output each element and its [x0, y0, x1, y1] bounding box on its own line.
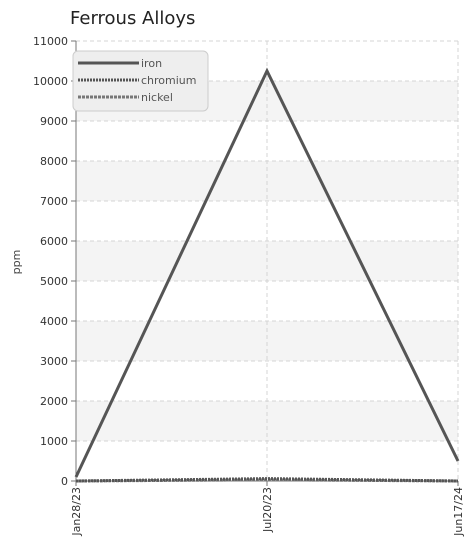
legend-label-iron: iron: [141, 57, 162, 70]
y-tick-label: 11000: [33, 35, 68, 48]
y-tick-label: 10000: [33, 75, 68, 88]
x-tick-labels: Jan28/23 Jul20/23 Jun17/24: [70, 487, 465, 537]
legend-label-chromium: chromium: [141, 74, 197, 87]
y-tick-label: 1000: [40, 435, 68, 448]
y-tick-label: 4000: [40, 315, 68, 328]
y-axis-label: ppm: [10, 250, 23, 275]
y-tick-label: 9000: [40, 115, 68, 128]
x-tick-label: Jan28/23: [70, 487, 83, 537]
y-tick-label: 0: [61, 475, 68, 488]
y-tick-label: 6000: [40, 235, 68, 248]
y-tick-label: 2000: [40, 395, 68, 408]
y-tick-label: 7000: [40, 195, 68, 208]
legend-label-nickel: nickel: [141, 91, 173, 104]
x-tick-label: Jun17/24: [452, 487, 465, 537]
y-tick-label: 5000: [40, 275, 68, 288]
y-tick-label: 8000: [40, 155, 68, 168]
series-lines: [74, 67, 460, 483]
y-tick-label: 3000: [40, 355, 68, 368]
series-line-iron: [74, 67, 460, 478]
series-line-chromium: [75, 477, 459, 483]
y-tick-labels: 0 1000 2000 3000 4000 5000 6000 7000 8000 9000 100…: [33, 35, 68, 488]
chart-title: Ferrous Alloys: [70, 8, 196, 29]
x-tick-label: Jul20/23: [261, 487, 274, 533]
legend: iron chromium nickel: [72, 50, 209, 112]
